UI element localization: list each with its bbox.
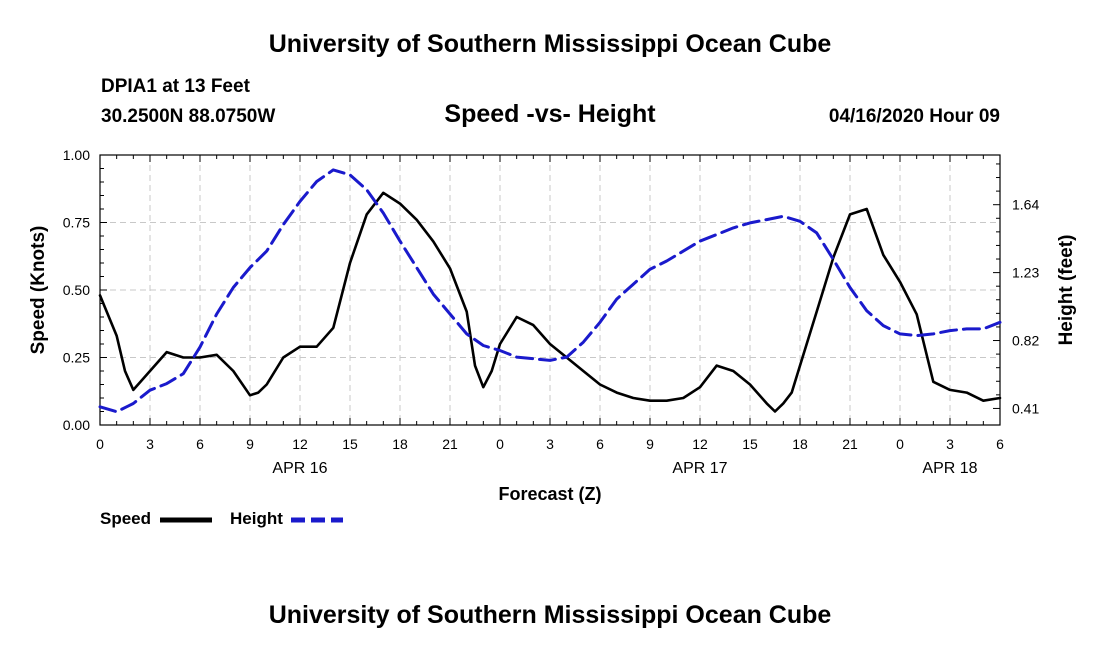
series-layer [98,168,1002,414]
height-series-line [98,168,1002,414]
x-tick-label: 0 [496,436,504,452]
x-tick-label: 3 [546,436,554,452]
chart-title-bottom: University of Southern Mississippi Ocean… [268,601,832,629]
x-tick-label: 18 [392,436,408,452]
x-tick-label: 12 [292,436,308,452]
x-tick-label: 3 [946,436,954,452]
date-label: APR 17 [672,460,727,477]
legend-speed-label: Speed [100,509,152,528]
y-tick-label: 0.25 [63,350,90,366]
y2-tick-label: 0.41 [1012,400,1039,416]
x-tick-label: 12 [692,436,708,452]
grid-layer [100,155,1000,425]
x-tick-label: 15 [742,436,758,452]
axes-layer [99,154,1001,426]
x-tick-label: 9 [246,436,254,452]
y-tick-label: 1.00 [63,147,90,163]
x-tick-label: 6 [596,436,604,452]
y2-axis-title: Height (feet) [1056,235,1077,346]
x-axis-title: Forecast (Z) [498,484,601,504]
x-tick-label: 3 [146,436,154,452]
date-label: APR 18 [922,460,977,477]
x-tick-label: 0 [96,436,104,452]
x-tick-label: 21 [442,436,458,452]
x-tick-label: 6 [196,436,204,452]
x-tick-label: 0 [896,436,904,452]
chart-subtitle: Speed -vs- Height [444,100,656,128]
forecast-timestamp: 04/16/2020 Hour 09 [828,106,1000,127]
y2-tick-label: 1.64 [1012,197,1039,213]
y-tick-label: 0.50 [63,282,90,298]
x-tick-label: 15 [342,436,358,452]
x-tick-label: 9 [646,436,654,452]
x-tick-label: 6 [996,436,1004,452]
chart-title-top: University of Southern Mississippi Ocean… [268,30,832,58]
labels-layer: 0 3 6 9 12 15 18 21 0 3 6 9 12 15 18 21 0 3 6 APR 16 APR 17 A… [28,147,1077,504]
y-tick-label: 0.00 [63,417,90,433]
y-tick-label: 0.75 [63,215,90,231]
y2-tick-label: 1.23 [1012,265,1039,281]
date-label: APR 16 [272,460,327,477]
station-coords: 30.2500N 88.0750W [101,106,276,127]
y2-tick-label: 0.82 [1012,333,1039,349]
legend-height-label: Height [230,509,283,528]
x-tick-label: 21 [842,436,858,452]
station-label: DPIA1 at 13 Feet [101,76,250,97]
x-tick-label: 18 [792,436,808,452]
y-axis-title: Speed (Knots) [28,226,49,355]
